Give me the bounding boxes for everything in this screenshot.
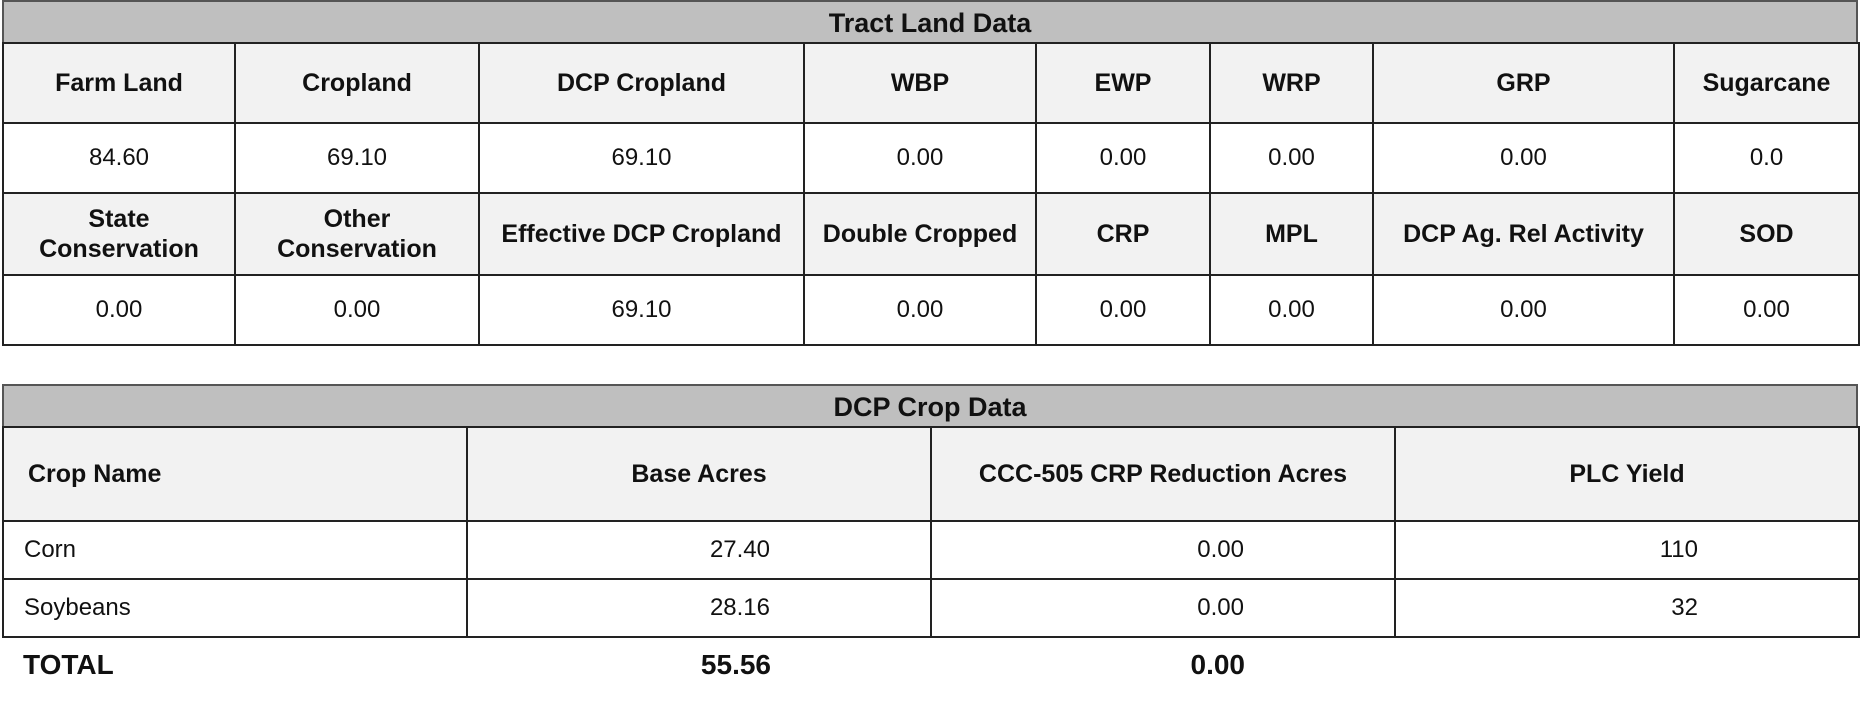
dcp-crop-data-title: DCP Crop Data [2,384,1858,426]
crop-name-cell: Corn [2,520,468,580]
value-double-cropped: 0.00 [803,274,1037,346]
value-grp: 0.00 [1372,122,1675,194]
header-wbp: WBP [803,42,1037,124]
value-cropland: 69.10 [234,122,480,194]
value-wbp: 0.00 [803,122,1037,194]
dcp-header-row: Crop Name Base Acres CCC-505 CRP Reducti… [2,426,1860,522]
total-label: TOTAL [3,637,467,691]
tract-value-row-2: 0.00 0.00 69.10 0.00 0.00 0.00 0.00 0.00 [2,274,1860,346]
value-other-conservation: 0.00 [234,274,480,346]
value-state-conservation: 0.00 [2,274,236,346]
crp-reduction-cell: 0.00 [930,520,1396,580]
header-wrp: WRP [1209,42,1374,124]
value-sod: 0.00 [1673,274,1860,346]
header-base-acres: Base Acres [466,426,932,522]
tract-header-row-1: Farm Land Cropland DCP Cropland WBP EWP … [2,42,1860,124]
dcp-crop-table: Crop Name Base Acres CCC-505 CRP Reducti… [2,426,1860,691]
header-dcp-cropland: DCP Cropland [478,42,805,124]
total-crp-reduction: 0.00 [931,637,1395,691]
table-row: Corn 27.40 0.00 110 [2,520,1860,580]
header-grp: GRP [1372,42,1675,124]
crp-reduction-cell: 0.00 [930,578,1396,638]
value-wrp: 0.00 [1209,122,1374,194]
header-sugarcane: Sugarcane [1673,42,1860,124]
crop-name-cell: Soybeans [2,578,468,638]
value-dcp-ag-rel-activity: 0.00 [1372,274,1675,346]
total-row: TOTAL 55.56 0.00 [3,637,1859,691]
base-acres-cell: 27.40 [466,520,932,580]
header-crp-reduction-acres: CCC-505 CRP Reduction Acres [930,426,1396,522]
tract-value-row-1: 84.60 69.10 69.10 0.00 0.00 0.00 0.00 0.… [2,122,1860,194]
header-cropland: Cropland [234,42,480,124]
value-farm-land: 84.60 [2,122,236,194]
header-double-cropped: Double Cropped [803,192,1037,276]
header-ewp: EWP [1035,42,1211,124]
header-sod: SOD [1673,192,1860,276]
tract-header-row-2: State Conservation Other Conservation Ef… [2,192,1860,276]
value-ewp: 0.00 [1035,122,1211,194]
value-effective-dcp-cropland: 69.10 [478,274,805,346]
value-crp: 0.00 [1035,274,1211,346]
plc-yield-cell: 110 [1394,520,1860,580]
header-dcp-ag-rel-activity: DCP Ag. Rel Activity [1372,192,1675,276]
header-farm-land: Farm Land [2,42,236,124]
total-base-acres: 55.56 [467,637,931,691]
header-state-conservation: State Conservation [2,192,236,276]
header-crp: CRP [1035,192,1211,276]
tract-land-table: Farm Land Cropland DCP Cropland WBP EWP … [2,42,1860,346]
plc-yield-cell: 32 [1394,578,1860,638]
header-plc-yield: PLC Yield [1394,426,1860,522]
table-row: Soybeans 28.16 0.00 32 [2,578,1860,638]
dcp-crop-data-section: DCP Crop Data Crop Name Base Acres CCC-5… [2,384,1860,691]
header-other-conservation: Other Conservation [234,192,480,276]
header-effective-dcp-cropland: Effective DCP Cropland [478,192,805,276]
tract-land-data-section: Tract Land Data Farm Land Cropland DCP C… [2,0,1860,346]
total-plc-yield [1395,637,1859,691]
tract-land-data-title: Tract Land Data [2,0,1858,42]
value-sugarcane: 0.0 [1673,122,1860,194]
value-mpl: 0.00 [1209,274,1374,346]
base-acres-cell: 28.16 [466,578,932,638]
header-mpl: MPL [1209,192,1374,276]
value-dcp-cropland: 69.10 [478,122,805,194]
header-crop-name: Crop Name [2,426,468,522]
